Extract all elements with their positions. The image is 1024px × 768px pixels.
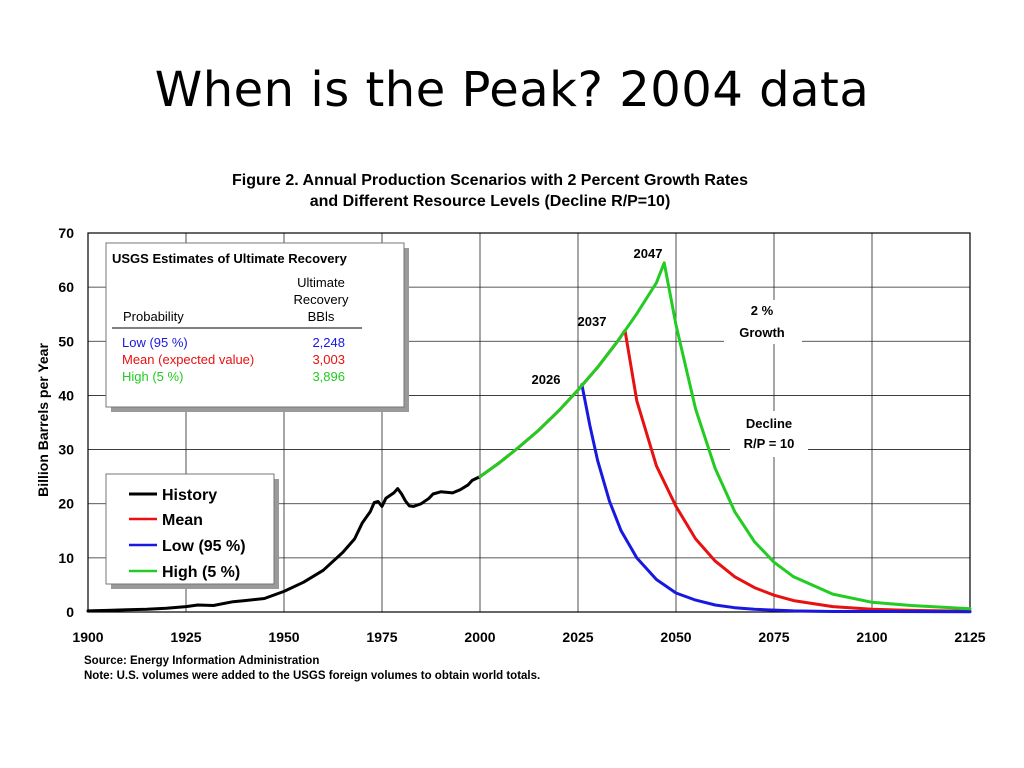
usgs-row-high-value: 3,896 xyxy=(312,369,345,384)
x-tick-label: 2075 xyxy=(758,629,789,645)
plot-frame xyxy=(87,232,971,613)
chart-subtitle: and Different Resource Levels (Decline R… xyxy=(310,193,671,210)
annotation-growth-1: 2 % xyxy=(751,303,774,318)
y-tick-label: 10 xyxy=(58,550,74,566)
x-tick-label: 2125 xyxy=(954,629,985,645)
usgs-table-title: USGS Estimates of Ultimate Recovery xyxy=(112,251,348,266)
usgs-col-header-2-line2: Recovery xyxy=(294,292,349,307)
y-axis-label: Billion Barrels per Year xyxy=(35,343,51,497)
legend-label-mean: Mean xyxy=(162,512,203,529)
series-line-low-95 xyxy=(580,383,972,614)
usgs-row-low-label: Low (95 %) xyxy=(122,335,188,350)
annotation-2026: 2026 xyxy=(532,372,561,387)
y-tick-label: 70 xyxy=(58,225,74,241)
footnote: Note: U.S. volumes were added to the USG… xyxy=(84,670,540,682)
annotation-decline-2: R/P = 10 xyxy=(744,436,795,451)
annotation-2037: 2037 xyxy=(578,314,607,329)
y-tick-label: 50 xyxy=(58,333,74,349)
x-tick-label: 2050 xyxy=(660,629,691,645)
usgs-col-header-2-line1: Ultimate xyxy=(297,275,345,290)
annotation-2047: 2047 xyxy=(634,246,663,261)
legend: History Mean Low (95 %) High (5 %) xyxy=(105,473,279,589)
x-axis: 1900 1925 1950 1975 2000 2025 2050 2075 2100 2125 xyxy=(72,629,985,645)
y-axis: 0 10 20 30 40 50 60 70 xyxy=(58,225,74,620)
annotation-growth-2: Growth xyxy=(739,325,785,340)
usgs-row-mean-value: 3,003 xyxy=(312,352,345,367)
slide-title: When is the Peak? 2004 data xyxy=(154,62,870,118)
legend-label-low: Low (95 %) xyxy=(162,538,246,555)
decline-label-bg xyxy=(730,411,808,457)
annotation-decline-1: Decline xyxy=(746,416,792,431)
y-tick-label: 30 xyxy=(58,442,74,458)
growth-label-bg xyxy=(724,300,802,344)
y-tick-label: 60 xyxy=(58,279,74,295)
usgs-row-low-value: 2,248 xyxy=(312,335,345,350)
x-tick-label: 1950 xyxy=(268,629,299,645)
y-tick-label: 40 xyxy=(58,387,74,403)
legend-box xyxy=(105,473,275,585)
usgs-col-header-2-line3: BBls xyxy=(308,309,335,324)
x-tick-label: 1925 xyxy=(170,629,201,645)
usgs-col-header-1: Probability xyxy=(123,309,184,324)
x-tick-label: 1975 xyxy=(366,629,397,645)
source-note: Source: Energy Information Administratio… xyxy=(84,655,319,667)
y-tick-label: 0 xyxy=(66,604,74,620)
series-line-history xyxy=(86,475,482,613)
usgs-row-mean-label: Mean (expected value) xyxy=(122,352,254,367)
x-tick-label: 1900 xyxy=(72,629,103,645)
x-tick-label: 2025 xyxy=(562,629,593,645)
usgs-row-high-label: High (5 %) xyxy=(122,369,183,384)
usgs-table: USGS Estimates of Ultimate Recovery Ulti… xyxy=(105,242,409,412)
x-tick-label: 2000 xyxy=(464,629,495,645)
chart-title: Figure 2. Annual Production Scenarios wi… xyxy=(232,172,748,189)
legend-label-high: High (5 %) xyxy=(162,564,240,581)
y-tick-label: 20 xyxy=(58,496,74,512)
series-line-high-5 xyxy=(478,261,972,611)
legend-label-history: History xyxy=(162,487,217,504)
series-layer xyxy=(86,261,972,614)
usgs-table-box xyxy=(105,242,405,408)
x-tick-label: 2100 xyxy=(856,629,887,645)
